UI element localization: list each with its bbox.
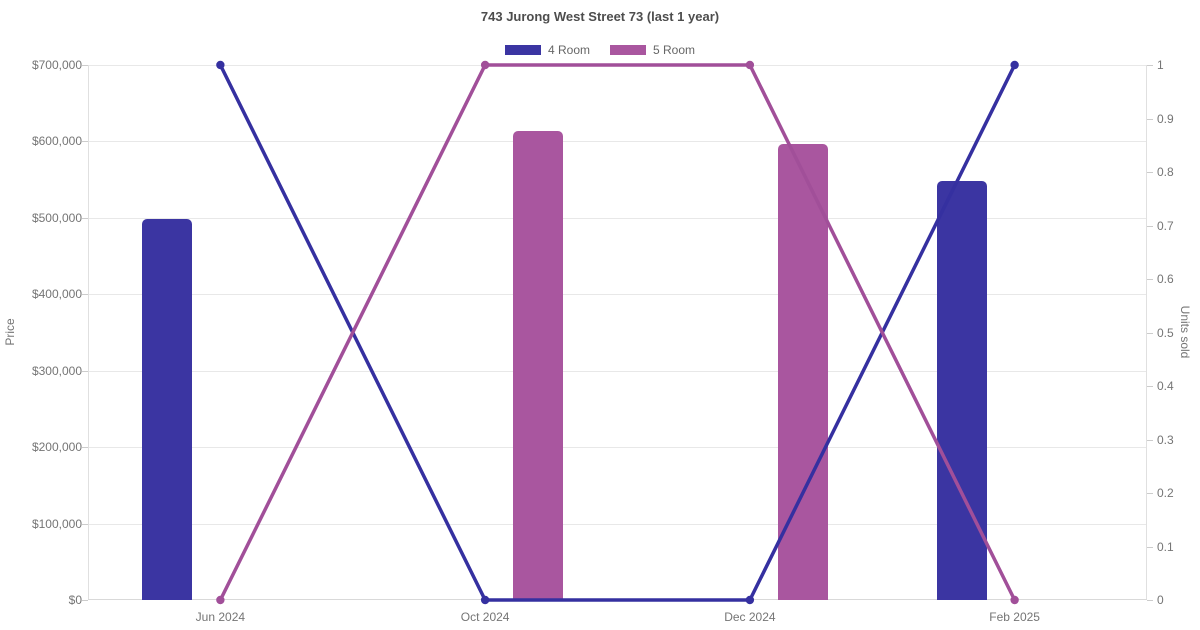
right-axis-tick: [1147, 118, 1153, 120]
gridline: [88, 447, 1147, 449]
price-bar-5-room: [513, 131, 564, 600]
right-axis-tick: [1147, 65, 1153, 66]
right-axis-tick: [1147, 493, 1153, 494]
left-axis-tick-label: $700,000: [31, 58, 82, 72]
left-axis-tick-label: $600,000: [31, 134, 82, 149]
left-axis-tick-label: $200,000: [31, 440, 82, 455]
data-point-5-room: [216, 595, 225, 605]
data-point-4-room: [1010, 60, 1019, 70]
right-axis-tick-label: 0: [1157, 593, 1164, 607]
left-axis-tick-label: $500,000: [31, 210, 82, 225]
chart-title: 743 Jurong West Street 73 (last 1 year): [480, 9, 720, 24]
x-axis-tick-label: Oct 2024: [460, 610, 510, 624]
price-bar-4-room: [142, 219, 193, 600]
plot-area: [88, 60, 1147, 605]
right-axis-tick-label: 0.1: [1157, 539, 1174, 554]
legend-item-5-room[interactable]: 5 Room: [610, 43, 695, 57]
right-axis-tick-label: 0.6: [1157, 272, 1174, 286]
right-axis-tick-label: 0.9: [1157, 111, 1174, 126]
right-axis-tick: [1147, 279, 1153, 280]
left-axis-tick: [82, 65, 88, 66]
right-axis-tick-label: 0.5: [1157, 325, 1174, 340]
data-point-5-room: [1010, 595, 1019, 605]
right-axis-tick: [1147, 386, 1153, 387]
data-point-5-room: [745, 60, 755, 70]
gridline: [88, 294, 1147, 296]
left-axis-tick-label: $0: [68, 593, 82, 607]
right-axis-tick-label: 0.7: [1157, 218, 1174, 233]
left-axis-tick: [82, 523, 88, 525]
right-axis-line: [1146, 65, 1147, 600]
left-axis-tick: [82, 600, 88, 601]
legend-item-4-room[interactable]: 4 Room: [504, 43, 590, 57]
units-sold-line-4-room: [218, 63, 1017, 602]
x-axis-tick-label: Feb 2025: [989, 610, 1040, 624]
legend-label: 4 Room: [547, 43, 590, 57]
legend-swatch-icon: [504, 45, 541, 55]
gridline: [88, 370, 1147, 372]
data-point-5-room: [480, 60, 490, 70]
right-axis-tick: [1147, 600, 1153, 601]
left-axis-line: [88, 65, 89, 600]
left-axis-tick-label: $400,000: [31, 287, 82, 302]
right-axis-tick: [1147, 225, 1153, 227]
left-axis-title: Price: [3, 318, 17, 346]
left-axis-tick-label: $100,000: [31, 516, 82, 531]
left-axis-tick-label: $300,000: [31, 363, 82, 378]
gridline: [88, 523, 1147, 525]
right-axis-tick: [1147, 439, 1153, 441]
data-point-4-room: [216, 60, 225, 70]
right-axis-tick: [1147, 546, 1153, 548]
left-axis-tick: [82, 294, 88, 296]
right-axis-tick-label: 1: [1157, 58, 1164, 72]
right-axis-tick-label: 0.8: [1157, 165, 1174, 179]
x-axis-tick-label: Dec 2024: [724, 610, 776, 624]
chart-legend: 4 Room 5 Room: [0, 43, 1200, 57]
units-sold-line-5-room: [218, 63, 1017, 602]
right-axis-tick-label: 0.3: [1157, 432, 1174, 447]
right-axis-tick: [1147, 172, 1153, 173]
gridline: [88, 217, 1147, 219]
data-point-4-room: [745, 595, 755, 605]
left-axis-tick: [82, 141, 88, 143]
gridline: [88, 141, 1147, 143]
legend-label: 5 Room: [653, 43, 696, 57]
left-axis-tick: [82, 370, 88, 372]
units-sold-lines: [216, 60, 1019, 605]
right-axis-tick-label: 0.4: [1157, 379, 1174, 393]
legend-swatch-icon: [610, 45, 646, 55]
data-point-4-room: [480, 595, 490, 605]
x-axis-tick-label: Jun 2024: [195, 610, 246, 624]
left-axis-tick: [82, 217, 88, 219]
right-axis-tick-label: 0.2: [1157, 486, 1174, 500]
right-axis-tick: [1147, 332, 1153, 334]
left-axis-tick: [82, 447, 88, 449]
